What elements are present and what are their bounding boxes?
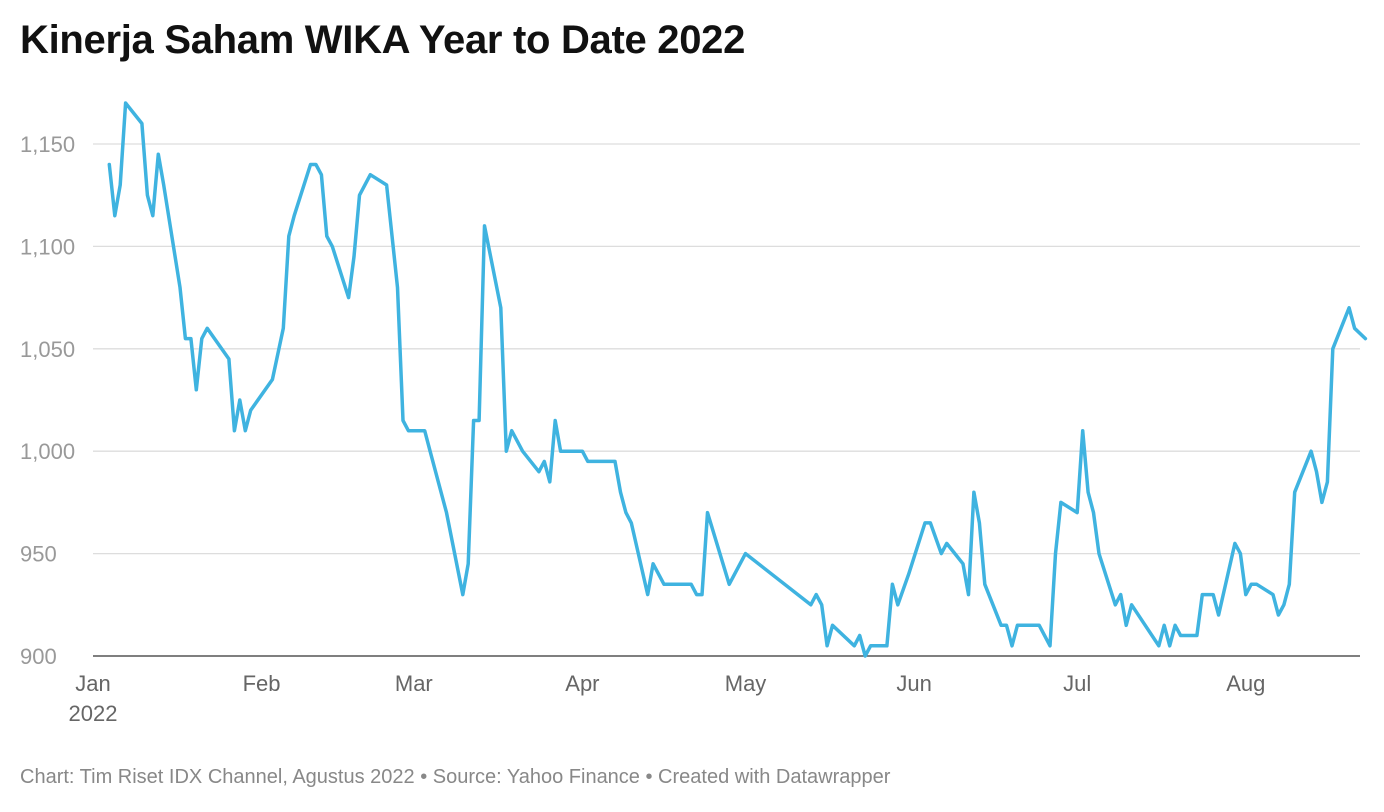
chart-title: Kinerja Saham WIKA Year to Date 2022 [20,18,746,62]
y-tick-label: 1,150 [20,132,75,157]
y-tick-label: 950 [20,542,57,567]
y-tick-label: 1,050 [20,337,75,362]
x-tick-label: Jan [75,671,110,696]
x-tick-label: Aug [1226,671,1265,696]
gridlines [93,143,1360,657]
x-tick-label: Jul [1063,671,1091,696]
x-tick-label: Apr [565,671,599,696]
x-axis-ticks: Jan 2022 Feb Mar Apr May Jun Jul Aug [69,671,1266,726]
y-tick-label: 900 [20,644,57,669]
series-line [107,101,1368,658]
x-tick-label: Jun [896,671,931,696]
chart-source-note: Chart: Tim Riset IDX Channel, Agustus 20… [20,766,891,788]
y-tick-label: 1,000 [20,439,75,464]
x-tick-label: May [725,671,767,696]
y-tick-label: 1,100 [20,234,75,259]
x-tick-label: Feb [243,671,281,696]
x-tick-label: Mar [395,671,433,696]
series-layer [107,101,1368,658]
x-tick-sublabel: 2022 [69,701,118,726]
y-axis-ticks: 900 950 1,000 1,050 1,100 1,150 [20,132,75,669]
